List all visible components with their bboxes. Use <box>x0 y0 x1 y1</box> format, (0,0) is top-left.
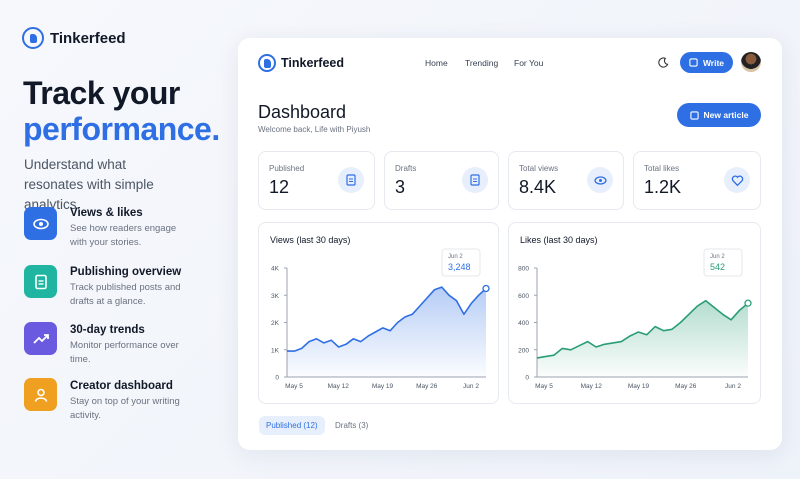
y-tick-label: 3K <box>271 293 280 300</box>
x-tick-label: Jun 2 <box>725 383 741 390</box>
x-tick-label: Jun 2 <box>463 383 479 390</box>
new-article-label: New article <box>703 110 749 120</box>
chart: Likes (last 30 days) 0 200 400 600 800 May 5 Ma… <box>518 235 752 390</box>
feature-title: 30-day trends <box>70 324 145 336</box>
brand: Tinkerfeed <box>50 30 126 47</box>
hero-title: Track your <box>23 75 180 111</box>
stat-icon <box>587 167 613 193</box>
x-tick-label: May 26 <box>416 383 438 390</box>
chart-title: Likes (last 30 days) <box>520 235 598 245</box>
app-window: Tinkerfeed Home Trending For You Write D… <box>238 38 782 450</box>
y-tick-label: 200 <box>518 347 529 354</box>
point <box>744 299 752 307</box>
logo <box>22 27 44 49</box>
y-tick-label: 600 <box>518 293 529 300</box>
stat-label: Total views <box>519 164 559 173</box>
tab[interactable]: Drafts (3) <box>335 421 369 430</box>
x-tick-label: May 19 <box>372 383 394 390</box>
feature-icon <box>24 322 57 355</box>
stat-card: Published 12 <box>258 151 375 210</box>
point <box>482 284 490 293</box>
x-tick-label: May 19 <box>628 383 650 390</box>
theme-toggle[interactable] <box>658 57 669 68</box>
chart-card: Views (last 30 days) 0 1K 2K 3K 4K May 5 May 12… <box>258 222 499 404</box>
stat-card: Drafts 3 <box>384 151 499 210</box>
feature-title: Creator dashboard <box>70 380 173 392</box>
y-tick-label: 400 <box>518 320 529 327</box>
chart: Views (last 30 days) 0 1K 2K 3K 4K May 5 May 12… <box>270 235 490 390</box>
y-tick-label: 1K <box>271 347 280 354</box>
nav-link[interactable]: Home <box>425 58 448 68</box>
feature-icon <box>24 378 57 411</box>
stat-icon <box>462 167 488 193</box>
feature-title: Publishing overview <box>70 266 182 278</box>
tooltip <box>441 248 481 277</box>
stat-card: Total likes 1.2K <box>633 151 761 210</box>
welcome-text: Welcome back, Life with Piyush <box>258 125 371 134</box>
app-logo <box>258 54 276 72</box>
stat-label: Published <box>269 164 305 173</box>
tooltip-date: Jun 2 <box>448 254 463 260</box>
feature-text: See how readers engage with your stories… <box>70 223 177 248</box>
feature-icon <box>24 265 57 298</box>
app-brand[interactable]: Tinkerfeed <box>281 56 344 70</box>
stat-value: 1.2K <box>644 177 682 197</box>
stat-value: 8.4K <box>519 177 557 197</box>
nav-link[interactable]: For You <box>514 58 544 68</box>
hero-subtitle: Understand what resonates with simple an… <box>24 157 154 212</box>
write-button[interactable]: Write <box>680 52 733 73</box>
stat-value: 12 <box>269 177 290 197</box>
feature-text: Stay on top of your writing activity. <box>70 396 180 421</box>
stat-icon <box>338 167 364 193</box>
y-tick-label: 0 <box>275 375 279 382</box>
tooltip-value: 3,248 <box>448 262 471 272</box>
avatar[interactable] <box>741 52 761 72</box>
stat-value: 3 <box>395 177 406 197</box>
x-tick-label: May 5 <box>285 383 303 390</box>
new-article-button[interactable]: New article <box>677 103 761 127</box>
line <box>536 299 749 359</box>
stat-label: Total likes <box>644 164 680 173</box>
stat-card: Total views 8.4K <box>508 151 624 210</box>
tooltip-date: Jun 2 <box>710 254 725 260</box>
y-tick-label: 2K <box>271 320 280 327</box>
tab-active[interactable]: Published (12) <box>259 416 325 435</box>
feature-text: Track published posts and drafts at a gl… <box>70 282 181 307</box>
x-tick-label: May 5 <box>535 383 553 390</box>
y-tick-label: 0 <box>525 375 529 382</box>
x-tick-label: May 12 <box>581 383 603 390</box>
feature-icon <box>24 207 57 240</box>
chart-card: Likes (last 30 days) 0 200 400 600 800 May 5 Ma… <box>508 222 761 404</box>
tooltip <box>703 248 743 277</box>
area-fill <box>537 300 748 377</box>
stat-label: Drafts <box>395 164 417 173</box>
stat-icon <box>724 167 750 193</box>
write-label: Write <box>702 57 725 68</box>
area-fill <box>287 287 486 377</box>
x-tick-label: May 12 <box>328 383 350 390</box>
y-tick-label: 800 <box>518 266 529 273</box>
nav-link[interactable]: Trending <box>465 58 499 68</box>
y-tick-label: 4K <box>271 266 280 273</box>
feature-title: Views & likes <box>70 207 143 219</box>
hero-title: performance. <box>23 111 220 147</box>
tooltip-value: 542 <box>710 262 725 272</box>
line <box>287 286 487 352</box>
x-tick-label: May 26 <box>675 383 697 390</box>
page-heading: Dashboard <box>258 102 347 122</box>
feature-text: Monitor performance over time. <box>70 340 179 365</box>
chart-title: Views (last 30 days) <box>270 235 350 245</box>
